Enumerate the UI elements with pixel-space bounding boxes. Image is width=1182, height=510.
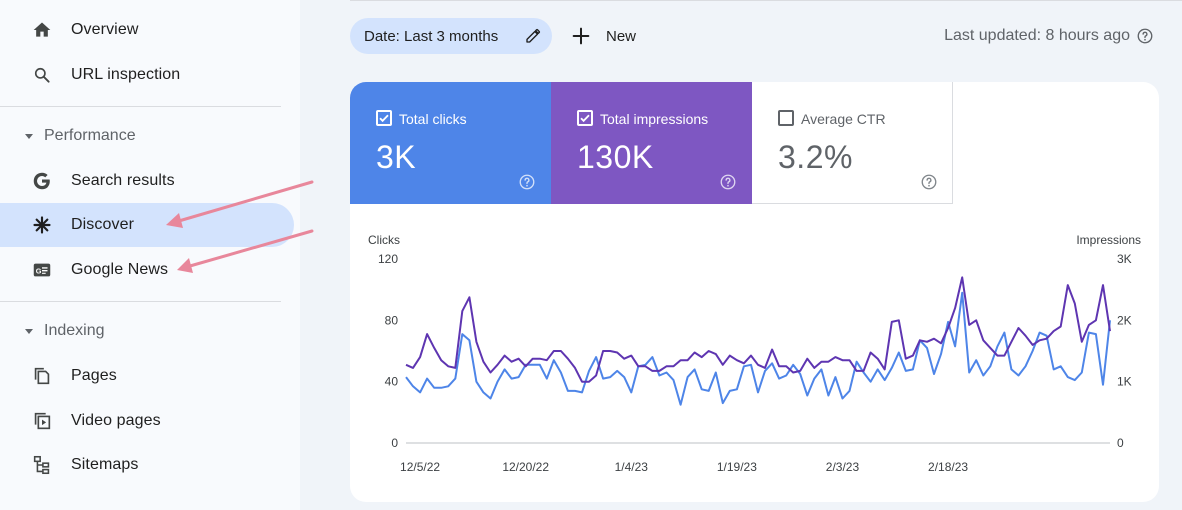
section-indexing[interactable]: Indexing — [0, 316, 294, 346]
section-label: Performance — [44, 127, 136, 144]
home-icon — [30, 18, 54, 42]
right-axis-tick: 3K — [1117, 252, 1132, 266]
x-axis-tick: 2/18/23 — [928, 460, 968, 474]
checkbox-unchecked[interactable] — [778, 110, 794, 126]
asterisk-icon — [30, 213, 54, 237]
sidebar-item-label: Google News — [71, 261, 169, 278]
x-axis-tick: 2/3/23 — [826, 460, 860, 474]
sidebar-item-pages[interactable]: Pages — [0, 354, 294, 398]
sidebar: Overview URL inspection Performance Sear… — [0, 0, 300, 510]
x-axis-tick: 1/19/23 — [717, 460, 757, 474]
metric-tile-total-impressions[interactable]: Total impressions 130K — [551, 82, 752, 204]
video-pages-icon — [30, 409, 54, 433]
metric-tile-average-ctr[interactable]: Average CTR 3.2% — [752, 82, 953, 204]
metric-label: Average CTR — [801, 111, 886, 127]
left-axis-tick: 40 — [385, 375, 399, 389]
date-filter-chip[interactable]: Date: Last 3 months — [350, 18, 552, 54]
sidebar-item-label: Search results — [71, 172, 175, 189]
sidebar-divider — [0, 301, 281, 302]
x-axis-tick: 12/5/22 — [400, 460, 440, 474]
x-axis-tick: 1/4/23 — [615, 460, 649, 474]
plus-icon — [572, 27, 590, 45]
sidebar-item-label: URL inspection — [71, 66, 181, 83]
series-line-total-clicks — [405, 291, 1111, 406]
right-axis-tick: 1K — [1117, 375, 1132, 389]
search-icon — [30, 63, 54, 87]
right-axis-title: Impressions — [1076, 233, 1141, 247]
x-axis-tick: 12/20/22 — [502, 460, 549, 474]
sidebar-item-label: Pages — [71, 367, 117, 384]
sidebar-item-overview[interactable]: Overview — [0, 8, 294, 52]
checkbox-checked[interactable] — [577, 110, 593, 126]
date-filter-label: Date: Last 3 months — [364, 27, 499, 45]
last-updated-text: Last updated: 8 hours ago — [944, 27, 1130, 44]
sidebar-item-search-results[interactable]: Search results — [0, 159, 294, 203]
help-icon[interactable] — [920, 173, 938, 191]
metric-label: Total impressions — [600, 111, 709, 127]
new-button-label: New — [606, 27, 637, 45]
series-line-total-impressions — [405, 276, 1111, 383]
metric-label: Total clicks — [399, 111, 467, 127]
checkbox-checked[interactable] — [376, 110, 392, 126]
metric-value: 130K — [577, 139, 654, 175]
news-icon: G — [30, 258, 54, 282]
sidebar-item-label: Sitemaps — [71, 456, 139, 473]
performance-card: Total clicks 3K Total impressions 130K A… — [350, 82, 1159, 502]
sidebar-item-label: Video pages — [71, 412, 161, 429]
left-axis-tick: 80 — [385, 313, 399, 327]
sidebar-item-label: Discover — [71, 216, 135, 233]
right-axis-tick: 2K — [1117, 313, 1132, 327]
sidebar-item-sitemaps[interactable]: Sitemaps — [0, 443, 294, 487]
svg-text:G: G — [36, 266, 42, 275]
caret-down-icon — [25, 329, 33, 334]
pages-icon — [30, 364, 54, 388]
section-label: Indexing — [44, 322, 105, 339]
help-icon[interactable] — [518, 173, 536, 191]
edit-pencil-icon — [526, 28, 541, 43]
sidebar-item-url-inspection[interactable]: URL inspection — [0, 53, 294, 97]
sidebar-divider — [0, 106, 281, 107]
sidebar-item-google-news[interactable]: G Google News — [0, 248, 294, 292]
metric-value: 3.2% — [778, 139, 853, 175]
google-g-icon — [30, 169, 54, 193]
help-icon[interactable] — [719, 173, 737, 191]
sidebar-item-video-pages[interactable]: Video pages — [0, 399, 294, 443]
caret-down-icon — [25, 134, 33, 139]
left-axis-tick: 0 — [391, 436, 398, 450]
right-axis-tick: 0 — [1117, 436, 1124, 450]
help-icon[interactable] — [1136, 27, 1154, 45]
section-performance[interactable]: Performance — [0, 121, 294, 151]
sidebar-item-label: Overview — [71, 21, 139, 38]
sidebar-item-discover[interactable]: Discover — [0, 203, 294, 247]
sitemap-icon — [30, 453, 54, 477]
metric-tile-total-clicks[interactable]: Total clicks 3K — [350, 82, 551, 204]
new-filter-button[interactable]: New — [570, 22, 636, 50]
top-divider — [350, 0, 1182, 1]
metric-value: 3K — [376, 139, 417, 175]
left-axis-title: Clicks — [368, 233, 400, 247]
left-axis-tick: 120 — [378, 252, 398, 266]
